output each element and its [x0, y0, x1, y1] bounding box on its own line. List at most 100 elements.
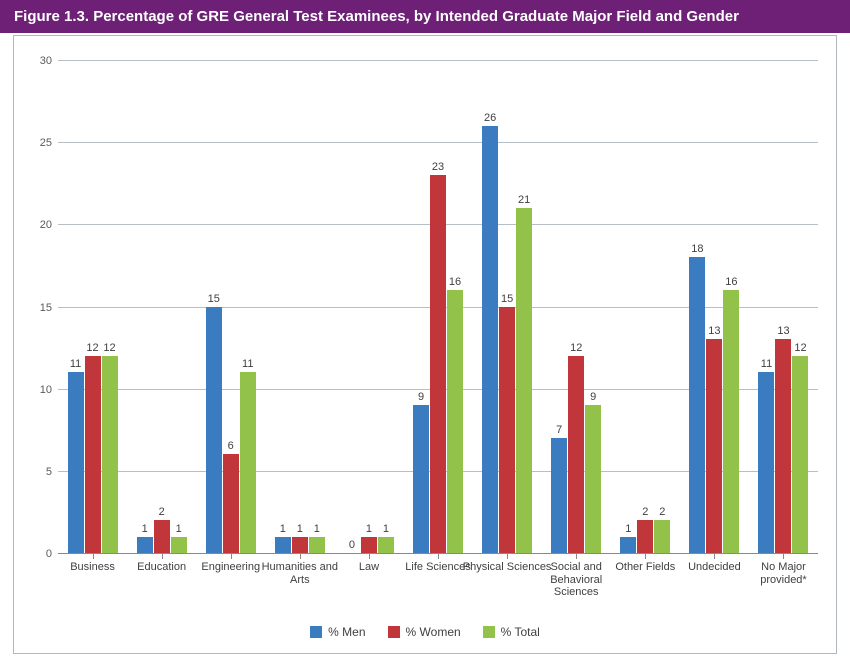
bar-value-label: 1 — [142, 523, 148, 537]
y-tick-label: 0 — [26, 548, 58, 560]
bar: 16 — [447, 290, 463, 553]
bars-row: 1112121211561111101192316261521712912218… — [58, 60, 818, 553]
y-tick-label: 20 — [26, 219, 58, 231]
bar: 1 — [137, 537, 153, 553]
bar: 1 — [620, 537, 636, 553]
figure-title-bar: Figure 1.3. Percentage of GRE General Te… — [0, 0, 850, 33]
bar: 12 — [102, 356, 118, 553]
bar-value-label: 1 — [176, 523, 182, 537]
bar-value-label: 6 — [228, 440, 234, 454]
bar-value-label: 7 — [556, 424, 562, 438]
y-tick-label: 5 — [26, 466, 58, 478]
bar-value-label: 26 — [484, 112, 496, 126]
plot-area: 051015202530 111212121156111110119231626… — [58, 60, 818, 553]
bar-value-label: 12 — [103, 342, 115, 356]
legend-label: % Total — [501, 625, 540, 639]
bar-value-label: 1 — [314, 523, 320, 537]
legend-item: % Men — [310, 625, 365, 639]
legend-swatch — [388, 626, 400, 638]
bar: 12 — [568, 356, 584, 553]
bar: 2 — [154, 520, 170, 553]
category-group: 011 — [334, 60, 403, 553]
legend-label: % Women — [406, 625, 461, 639]
bar: 15 — [206, 307, 222, 554]
x-category-label: No Major provided* — [739, 561, 828, 586]
bar: 2 — [654, 520, 670, 553]
bar-value-label: 9 — [418, 391, 424, 405]
bar: 21 — [516, 208, 532, 553]
bar-value-label: 21 — [518, 194, 530, 208]
bar: 26 — [482, 126, 498, 553]
bar: 1 — [361, 537, 377, 553]
bar: 23 — [430, 175, 446, 553]
bar-value-label: 1 — [297, 523, 303, 537]
category-group: 111 — [265, 60, 334, 553]
bar-value-label: 1 — [280, 523, 286, 537]
bar: 11 — [240, 372, 256, 553]
bar-value-label: 2 — [642, 506, 648, 520]
legend-label: % Men — [328, 625, 365, 639]
legend-item: % Women — [388, 625, 461, 639]
bar-value-label: 16 — [449, 276, 461, 290]
category-group: 261521 — [473, 60, 542, 553]
bar-value-label: 23 — [432, 161, 444, 175]
category-group: 122 — [611, 60, 680, 553]
bar-value-label: 2 — [659, 506, 665, 520]
category-group: 111212 — [58, 60, 127, 553]
y-tick-label: 30 — [26, 55, 58, 67]
bar: 6 — [223, 454, 239, 553]
bar-value-label: 15 — [501, 293, 513, 307]
bar: 1 — [171, 537, 187, 553]
bar: 9 — [585, 405, 601, 553]
bar: 1 — [292, 537, 308, 553]
bar-value-label: 11 — [761, 358, 772, 372]
category-group: 15611 — [196, 60, 265, 553]
legend: % Men % Women % Total — [14, 625, 836, 639]
category-group: 181316 — [680, 60, 749, 553]
bar: 13 — [775, 339, 791, 553]
bar-value-label: 11 — [70, 358, 81, 372]
legend-swatch — [310, 626, 322, 638]
bar: 2 — [637, 520, 653, 553]
figure-container: Figure 1.3. Percentage of GRE General Te… — [0, 0, 850, 667]
bar: 13 — [706, 339, 722, 553]
bar-value-label: 13 — [708, 325, 720, 339]
bar-value-label: 2 — [159, 506, 165, 520]
y-tick-label: 15 — [26, 302, 58, 314]
bar: 1 — [309, 537, 325, 553]
category-group: 121 — [127, 60, 196, 553]
figure-title: Figure 1.3. Percentage of GRE General Te… — [14, 8, 739, 25]
category-group: 7129 — [542, 60, 611, 553]
bar: 12 — [85, 356, 101, 553]
legend-swatch — [483, 626, 495, 638]
bar: 7 — [551, 438, 567, 553]
bar: 18 — [689, 257, 705, 553]
bar-value-label: 13 — [777, 325, 789, 339]
bar-value-label: 1 — [383, 523, 389, 537]
category-group: 111312 — [749, 60, 818, 553]
bar: 16 — [723, 290, 739, 553]
bar-value-label: 15 — [208, 293, 220, 307]
bar-value-label: 9 — [590, 391, 596, 405]
bar-value-label: 12 — [86, 342, 98, 356]
bar-value-label: 12 — [794, 342, 806, 356]
bar: 1 — [378, 537, 394, 553]
y-tick-label: 25 — [26, 137, 58, 149]
bar-value-label: 12 — [570, 342, 582, 356]
category-group: 92316 — [403, 60, 472, 553]
bar: 15 — [499, 307, 515, 554]
bar-value-label: 0 — [349, 539, 355, 553]
y-tick-label: 10 — [26, 384, 58, 396]
bar: 11 — [758, 372, 774, 553]
bar-value-label: 11 — [242, 358, 253, 372]
bar: 12 — [792, 356, 808, 553]
bar-value-label: 16 — [725, 276, 737, 290]
bar: 1 — [275, 537, 291, 553]
bar-value-label: 18 — [691, 243, 703, 257]
x-axis: BusinessEducationEngineeringHumanities a… — [58, 553, 818, 554]
chart-frame: 051015202530 111212121156111110119231626… — [14, 36, 836, 653]
legend-item: % Total — [483, 625, 540, 639]
bar-value-label: 1 — [366, 523, 372, 537]
bar: 9 — [413, 405, 429, 553]
bar: 11 — [68, 372, 84, 553]
